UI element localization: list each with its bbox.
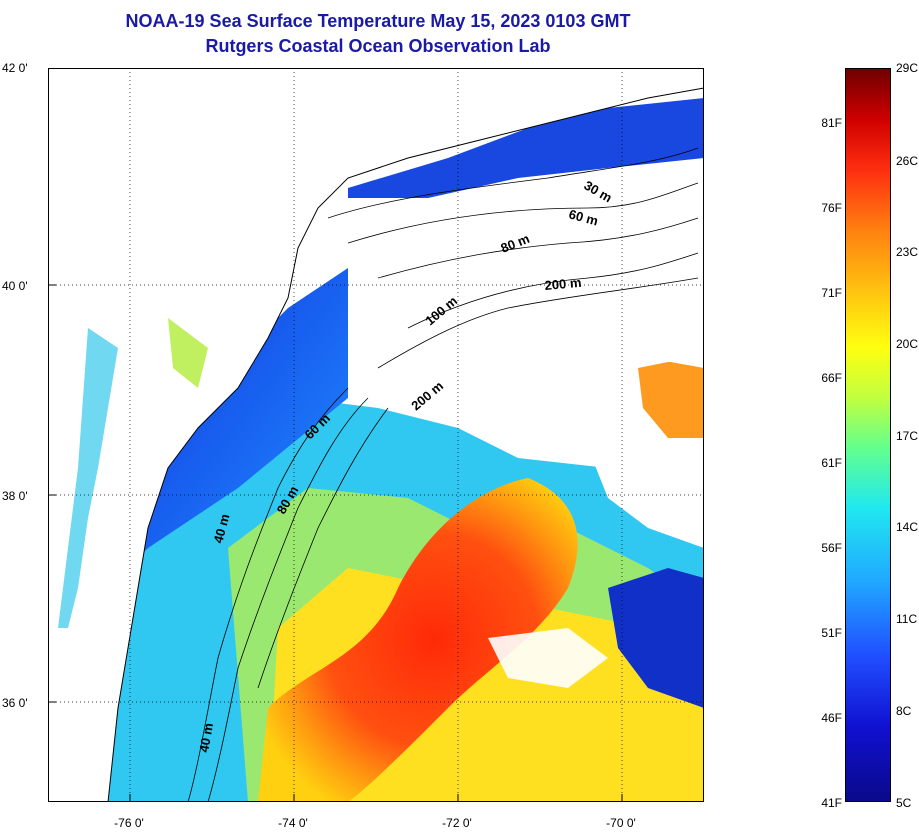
- lon-label-74: -74 0': [278, 816, 308, 830]
- eastern-cool-patch: [608, 568, 704, 708]
- map-frame: [48, 68, 704, 802]
- contour-label: 200 m: [544, 275, 582, 293]
- lon-label-76: -76 0': [114, 816, 144, 830]
- sst-map[interactable]: 30 m 60 m 80 m 200 m 100 m 200 m 60 m 80…: [48, 68, 704, 802]
- colorbar-c-label: 17C: [896, 429, 919, 443]
- lon-label-72: -72 0': [442, 816, 472, 830]
- colorbar-c-label: 26C: [896, 154, 919, 168]
- contour-label: 40 m: [210, 512, 232, 545]
- colorbar-f-label: 66F: [821, 371, 842, 385]
- map-title: NOAA-19 Sea Surface Temperature May 15, …: [125, 11, 631, 31]
- colorbar-f-label: 61F: [821, 456, 842, 470]
- colorbar-f-label: 76F: [821, 201, 842, 215]
- colorbar-f-label: 56F: [821, 541, 842, 555]
- bathymetry-contours: [187, 147, 699, 802]
- cloud-cover: [348, 158, 704, 418]
- coastline: [107, 87, 704, 802]
- graticule: [48, 68, 704, 802]
- gulf-stream-warm-core: [258, 478, 578, 802]
- colorbar-f-label: 51F: [821, 626, 842, 640]
- colorbar-f-label: 41F: [821, 796, 842, 810]
- colorbar-c-label: 11C: [896, 612, 918, 626]
- colorbar-c-label: 14C: [896, 520, 919, 534]
- contour-label: 60 m: [567, 206, 600, 228]
- lat-label-42: 42 0': [2, 61, 28, 75]
- colorbar-f-label: 46F: [821, 711, 842, 725]
- lat-label-40: 40 0': [2, 279, 28, 293]
- cloud-cover-2: [588, 448, 704, 548]
- frame-ticks: [48, 284, 623, 802]
- colorbar-c-label: 23C: [896, 245, 919, 259]
- lat-label-36: 36 0': [2, 696, 28, 710]
- colorbar-f-label: 71F: [821, 286, 842, 300]
- contour-label: 40 m: [196, 722, 216, 754]
- east-warm-eddy: [638, 358, 704, 438]
- cloud-cover-3: [488, 628, 608, 688]
- colorbar-c-label: 29C: [896, 61, 919, 75]
- colorbar-f-label: 81F: [821, 116, 842, 130]
- temperature-colorbar: [845, 68, 891, 802]
- colorbar-c-label: 5C: [896, 796, 912, 810]
- map-subtitle: Rutgers Coastal Ocean Observation Lab: [205, 36, 551, 56]
- colorbar-c-label: 20C: [896, 337, 919, 351]
- lat-label-38: 38 0': [2, 489, 28, 503]
- coastal-cool-water: [108, 268, 348, 588]
- land: [48, 68, 704, 802]
- lon-label-70: -70 0': [606, 816, 636, 830]
- chesapeake-bay: [58, 328, 118, 628]
- colorbar-c-label: 8C: [896, 704, 912, 718]
- delaware-bay: [168, 318, 208, 388]
